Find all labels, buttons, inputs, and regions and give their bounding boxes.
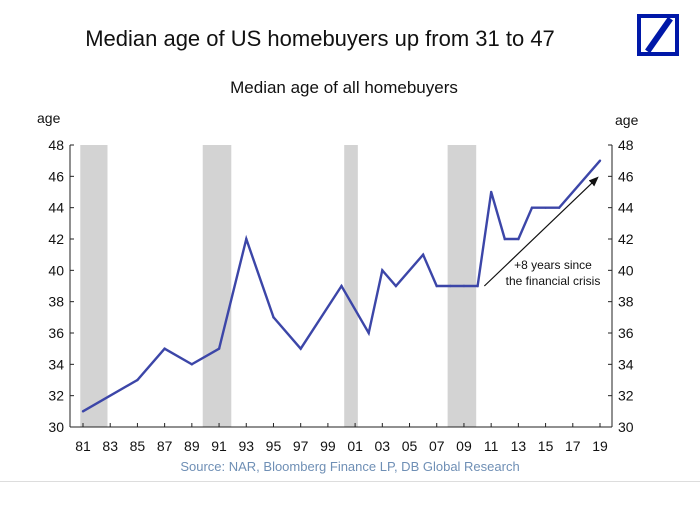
y-tick-label-right: 46 (618, 168, 634, 184)
x-tick-label: 03 (375, 438, 391, 454)
y-tick-label-right: 38 (618, 294, 634, 310)
y-tick-label-right: 30 (618, 419, 634, 435)
data-point (367, 331, 370, 335)
y-tick-label-left: 46 (48, 168, 64, 184)
y-tick-label-left: 44 (48, 200, 64, 216)
y-axis-label-left: age (37, 110, 61, 126)
y-tick-label-right: 48 (618, 137, 634, 153)
data-point (557, 206, 561, 209)
data-point (421, 253, 425, 256)
x-tick-label: 11 (484, 438, 499, 454)
annotation-text-line: the financial crisis (506, 274, 601, 288)
data-point (598, 159, 602, 162)
x-tick-label: 87 (157, 438, 173, 454)
y-tick-label-left: 48 (48, 137, 64, 153)
y-tick-label-left: 30 (48, 419, 64, 435)
x-tick-label: 85 (130, 438, 146, 454)
x-tick-label: 99 (320, 438, 336, 454)
y-tick-label-right: 32 (618, 388, 634, 404)
annotation-text-line: +8 years since (514, 258, 592, 272)
x-tick-label: 19 (592, 438, 608, 454)
x-tick-label: 15 (538, 438, 554, 454)
recession-band-2 (202, 145, 232, 427)
series-line (82, 159, 601, 413)
x-tick-label: 95 (266, 438, 282, 454)
recession-band-3 (344, 145, 358, 427)
y-tick-label-right: 42 (618, 231, 634, 247)
data-point (394, 284, 398, 288)
y-tick-label-right: 36 (618, 325, 634, 341)
chart: Median age of all homebuyers age age 30 3… (37, 78, 639, 454)
data-point (81, 410, 85, 413)
y-tick-label-left: 34 (48, 356, 64, 372)
data-point (530, 206, 534, 209)
y-axis-label-right: age (615, 112, 639, 128)
y-tick-label-left: 40 (48, 262, 64, 278)
y-tick-label-left: 36 (48, 325, 64, 341)
data-point (136, 378, 139, 382)
data-point (217, 347, 221, 350)
recession-band-1 (80, 145, 108, 427)
data-point (190, 363, 194, 366)
y-tick-label-left: 38 (48, 294, 64, 310)
data-point (340, 284, 343, 288)
x-tick-label: 13 (511, 438, 527, 454)
x-tick-label: 97 (293, 438, 309, 454)
source-note: Source: NAR, Bloomberg Finance LP, DB Gl… (180, 459, 520, 474)
data-point (163, 347, 166, 350)
deutsche-bank-logo (637, 14, 679, 56)
annotation-arrow (483, 176, 599, 287)
x-tick-label: 09 (456, 438, 472, 454)
x-tick-label: 01 (347, 438, 363, 454)
x-tick-label: 07 (429, 438, 445, 454)
y-tick-label-left: 32 (48, 388, 64, 404)
x-tick-label: 05 (402, 438, 418, 454)
data-point (544, 206, 547, 209)
data-point (381, 269, 384, 272)
data-point (245, 237, 248, 241)
y-tick-label-right: 40 (618, 262, 634, 278)
data-point (489, 190, 493, 194)
data-point (299, 347, 302, 350)
chart-title: Median age of all homebuyers (230, 78, 458, 97)
x-tick-label: 89 (184, 438, 200, 454)
y-tick-label-right: 44 (618, 200, 634, 216)
data-point (476, 284, 479, 288)
data-point (503, 237, 506, 241)
data-point (435, 284, 438, 288)
data-point (449, 284, 452, 288)
x-tick-label: 93 (238, 438, 254, 454)
x-tick-label: 83 (102, 438, 118, 454)
x-tick-label: 81 (75, 438, 91, 454)
y-tick-label-left: 42 (48, 231, 64, 247)
data-point (462, 284, 466, 288)
y-tick-label-right: 34 (618, 356, 634, 372)
data-point (272, 316, 275, 319)
page-title: Median age of US homebuyers up from 31 t… (85, 26, 555, 51)
footer-divider (0, 481, 700, 482)
data-point (517, 237, 520, 241)
x-tick-label: 17 (565, 438, 581, 454)
x-tick-label: 91 (211, 438, 227, 454)
